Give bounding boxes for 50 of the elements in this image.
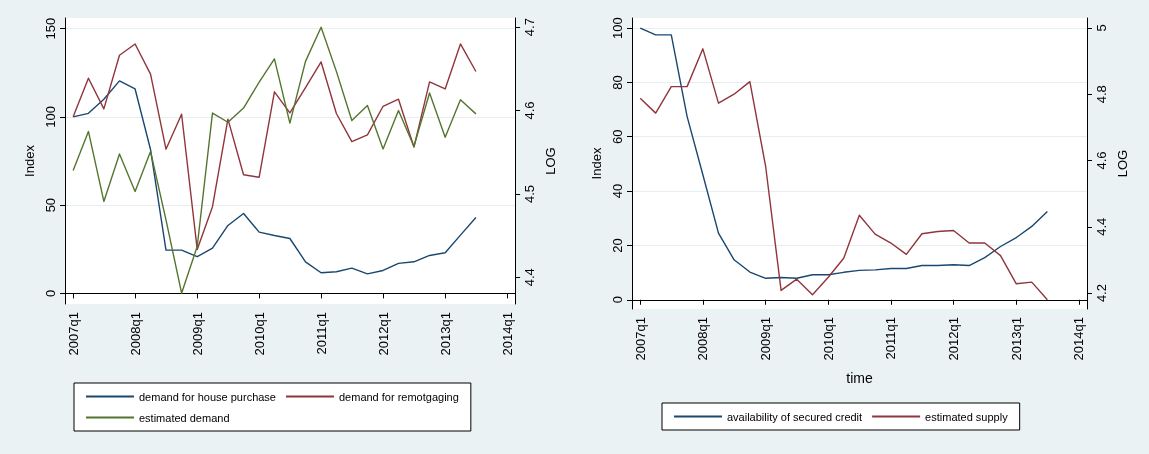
legend-label: availability of secured credit: [727, 410, 863, 423]
x-tick-label: 2011q1: [883, 317, 899, 360]
legend-label: demand for house purchase: [139, 390, 276, 403]
y-tick-label: 150: [43, 17, 58, 40]
y2-axis-title: LOG: [543, 147, 558, 175]
line-series: [72, 80, 477, 275]
y2-tick-label: 5: [1094, 24, 1109, 32]
x-tick-label: 2008q1: [127, 312, 143, 356]
y-tick-label: 40: [610, 183, 625, 199]
y-tick-label: 20: [610, 238, 625, 253]
y-tick-label: 60: [610, 129, 625, 144]
x-tick-label: 2014q1: [1071, 317, 1087, 361]
x-tick-label: 2009q1: [189, 312, 205, 356]
y-axis-title: Index: [22, 144, 38, 177]
legend-label: demand for remotgaging: [338, 390, 459, 403]
x-tick-label: 2013q1: [437, 312, 453, 356]
y-tick-label: 0: [43, 289, 58, 298]
y-tick-label: 0: [610, 296, 625, 304]
x-tick-label: 2008q1: [695, 317, 711, 361]
y2-tick-label: 4.4: [1094, 217, 1109, 236]
x-tick-label: 2012q1: [375, 312, 391, 356]
y2-tick-label: 4.7: [522, 18, 538, 37]
y2-axis-title: LOG: [1114, 149, 1130, 178]
line-series: [72, 26, 477, 294]
y-tick-label: 100: [43, 106, 58, 128]
x-tick-label: 2010q1: [251, 312, 267, 356]
y2-tick-label: 4.6: [522, 101, 538, 120]
x-tick-label: 2007q1: [65, 312, 81, 356]
x-tick-label: 2007q1: [632, 317, 648, 361]
x-tick-label: 2010q1: [820, 317, 836, 361]
y-axis-title: Index: [589, 147, 605, 180]
y-tick-label: 50: [43, 197, 58, 213]
y2-tick-label: 4.8: [1094, 85, 1109, 104]
y2-tick-label: 4.2: [1094, 284, 1109, 303]
line-series: [639, 27, 1049, 279]
x-tick-label: 2011q1: [313, 312, 329, 355]
x-tick-label: 2009q1: [758, 317, 774, 361]
x-axis-title: time: [846, 370, 873, 386]
y2-tick-label: 4.5: [522, 184, 538, 203]
y-tick-label: 100: [610, 17, 625, 39]
y2-tick-label: 4.4: [522, 268, 538, 287]
legend-label: estimated supply: [925, 410, 1009, 423]
x-tick-label: 2014q1: [499, 312, 515, 356]
x-tick-label: 2013q1: [1008, 317, 1024, 361]
legend-label: estimated demand: [139, 411, 230, 424]
line-series: [639, 48, 1049, 301]
y2-tick-label: 4.6: [1094, 151, 1109, 170]
y-tick-label: 80: [610, 75, 625, 90]
x-tick-label: 2012q1: [946, 317, 962, 361]
line-series: [72, 43, 477, 251]
